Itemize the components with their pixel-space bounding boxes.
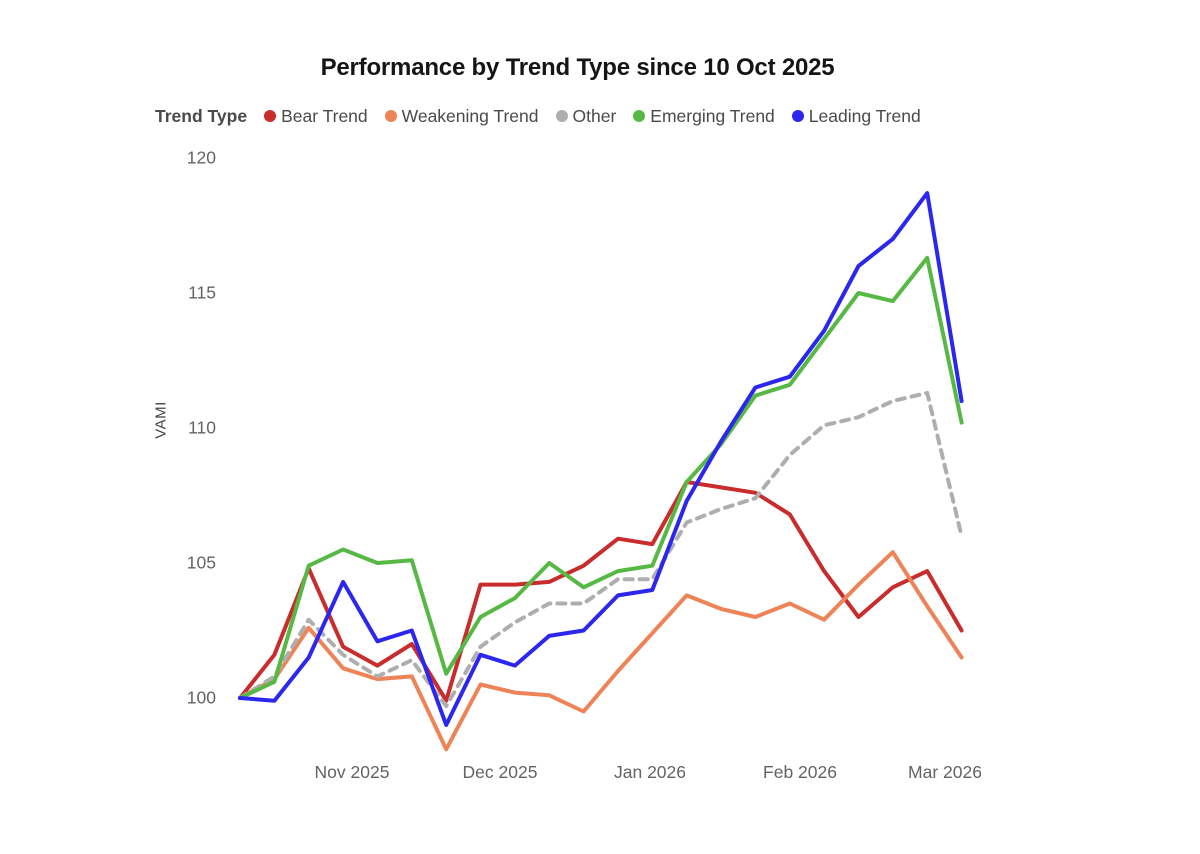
legend-label-leading-trend: Leading Trend (808, 105, 921, 126)
x-tick-label: Mar 2026 (908, 762, 982, 782)
legend-marker-leading-trend (791, 110, 804, 122)
y-tick-label: 115 (188, 282, 216, 303)
legend-title: Trend Type (155, 105, 248, 126)
legend-marker-emerging-trend (633, 110, 646, 122)
legend-label-weakening-trend: Weakening Trend (401, 105, 539, 126)
legend: Trend Type Bear Trend Weakening Trend Othe… (155, 104, 921, 128)
x-tick-label: Jan 2026 (613, 762, 687, 782)
legend-marker-weakening-trend (384, 110, 397, 122)
line-emerging-trend (238, 255, 964, 700)
line-other (238, 390, 964, 709)
legend-label-emerging-trend: Emerging Trend (650, 105, 775, 126)
chart-title: Performance by Trend Type since 10 Oct 2… (320, 54, 835, 81)
legend-item-other[interactable]: Other (555, 105, 617, 127)
y-tick-label: 120 (186, 147, 216, 168)
legend-item-leading-trend[interactable]: Leading Trend (791, 105, 921, 127)
y-tick-label: 110 (188, 417, 216, 438)
legend-label-bear-trend: Bear Trend (281, 105, 368, 126)
x-tick-label: Nov 2025 (314, 762, 390, 782)
line-leading-trend (238, 191, 964, 727)
legend-marker-other (555, 110, 568, 122)
legend-marker-bear-trend (264, 110, 277, 122)
legend-item-emerging-trend[interactable]: Emerging Trend (633, 106, 775, 127)
y-tick-label: 100 (186, 687, 216, 708)
legend-item-bear-trend[interactable]: Bear Trend (264, 106, 368, 127)
x-tick-label: Dec 2025 (462, 762, 538, 782)
line-weakening-trend (238, 550, 964, 752)
legend-label-other: Other (572, 105, 617, 126)
line-bear-trend (238, 480, 964, 703)
legend-item-weakening-trend[interactable]: Weakening Trend (384, 105, 539, 127)
x-tick-label: Feb 2026 (763, 762, 837, 782)
y-tick-label: 105 (186, 552, 216, 573)
